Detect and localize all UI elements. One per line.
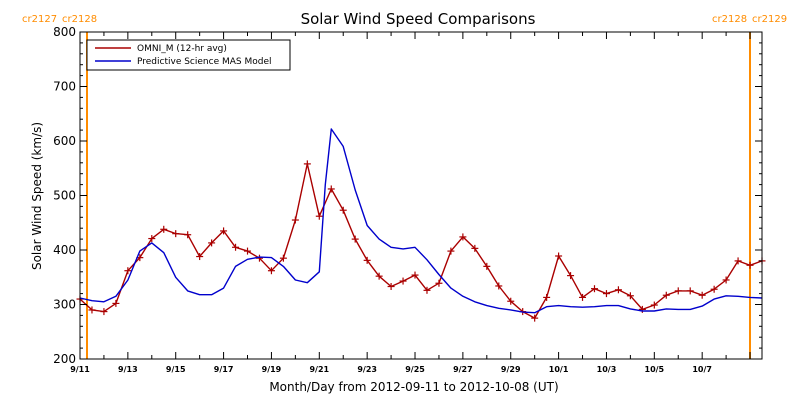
omni-point: [555, 252, 563, 260]
omni-point: [267, 267, 275, 275]
omni-point: [686, 287, 694, 295]
chart-title: Solar Wind Speed Comparisons: [301, 10, 536, 28]
omni-point: [531, 314, 539, 322]
x-tick-label: 9/17: [214, 365, 234, 374]
plot-background: [80, 32, 762, 359]
x-tick-label: 9/15: [166, 365, 186, 374]
omni-line: [79, 163, 763, 319]
x-tick-label: 9/25: [405, 365, 425, 374]
cr-label-left-2: cr2128: [62, 14, 97, 25]
omni-point: [507, 297, 515, 305]
omni-point: [220, 227, 228, 235]
omni-point: [734, 257, 742, 265]
omni-point: [124, 267, 132, 275]
omni-point: [339, 206, 347, 214]
x-tick-label: 9/29: [501, 365, 521, 374]
x-tick-label: 10/3: [597, 365, 617, 374]
cr-label-right-1: cr2128: [712, 14, 747, 25]
omni-point: [423, 286, 431, 294]
omni-point: [232, 243, 240, 251]
omni-point: [112, 299, 120, 307]
omni-point: [674, 287, 682, 295]
series-mas: [79, 128, 763, 314]
omni-point: [650, 301, 658, 309]
omni-point: [100, 308, 108, 316]
x-tick-label: 9/27: [453, 365, 473, 374]
omni-point: [746, 261, 754, 269]
omni-point: [579, 293, 587, 301]
plot-area: [80, 32, 762, 359]
y-axis-label: Solar Wind Speed (km/s): [30, 122, 44, 270]
cr-label-right-2: cr2129: [752, 14, 787, 25]
x-tick-label: 10/7: [692, 365, 712, 374]
omni-point: [351, 235, 359, 243]
omni-point: [172, 230, 180, 238]
omni-point: [303, 160, 311, 168]
omni-point: [722, 276, 730, 284]
y-tick-label: 200: [53, 352, 76, 366]
omni-point: [447, 247, 455, 255]
omni-point: [363, 256, 371, 264]
x-tick-label: 10/5: [645, 365, 665, 374]
omni-point: [495, 282, 503, 290]
omni-point: [614, 286, 622, 294]
omni-point: [160, 225, 168, 233]
omni-point: [196, 253, 204, 261]
omni-point: [543, 293, 551, 301]
omni-point: [411, 271, 419, 279]
omni-point: [291, 216, 299, 224]
x-tick-label: 9/21: [309, 365, 329, 374]
x-axis-label: Month/Day from 2012-09-11 to 2012-10-08 …: [269, 380, 558, 394]
y-tick-label: 300: [53, 298, 76, 312]
x-tick-label: 9/13: [118, 365, 138, 374]
omni-point: [459, 233, 467, 241]
axes: 200 300 400 500 600 700 800 9/11 9/13 9/15 9/17 9/1…: [53, 25, 763, 374]
legend-box: [86, 39, 291, 71]
x-tick-label: 9/23: [357, 365, 377, 374]
x-tick-label: 9/11: [70, 365, 90, 374]
y-tick-label: 800: [53, 25, 76, 39]
omni-point: [375, 272, 383, 280]
omni-point: [471, 244, 479, 252]
y-tick-label: 700: [53, 80, 76, 94]
omni-point: [244, 247, 252, 255]
omni-point: [567, 272, 575, 280]
y-tick-label: 600: [53, 134, 76, 148]
omni-point: [387, 283, 395, 291]
legend: OMNI_M (12-hr avg) Predictive Science MA…: [86, 39, 291, 71]
omni-point: [698, 291, 706, 299]
omni-point: [184, 231, 192, 239]
omni-point: [710, 285, 718, 293]
omni-point: [638, 305, 646, 313]
omni-point: [88, 306, 96, 314]
omni-point: [148, 235, 156, 243]
omni-point: [483, 262, 491, 270]
carrington-labels: cr2127 cr2128 cr2128 cr2129: [22, 14, 787, 25]
omni-point: [208, 239, 216, 247]
omni-point: [399, 277, 407, 285]
omni-point: [315, 212, 323, 220]
omni-point: [590, 285, 598, 293]
omni-point: [626, 292, 634, 300]
omni-point: [662, 291, 670, 299]
omni-point: [327, 185, 335, 193]
cr-label-left-1: cr2127: [22, 14, 57, 25]
y-tick-label: 400: [53, 243, 76, 257]
legend-label-mas: Predictive Science MAS Model: [137, 57, 272, 67]
y-tick-label: 500: [53, 189, 76, 203]
x-tick-label: 10/1: [549, 365, 569, 374]
x-tick-label: 9/19: [262, 365, 282, 374]
legend-label-omni: OMNI_M (12-hr avg): [137, 44, 227, 54]
mas-line: [79, 128, 763, 314]
omni-point: [279, 254, 287, 262]
omni-point: [435, 279, 443, 287]
omni-point: [602, 290, 610, 298]
